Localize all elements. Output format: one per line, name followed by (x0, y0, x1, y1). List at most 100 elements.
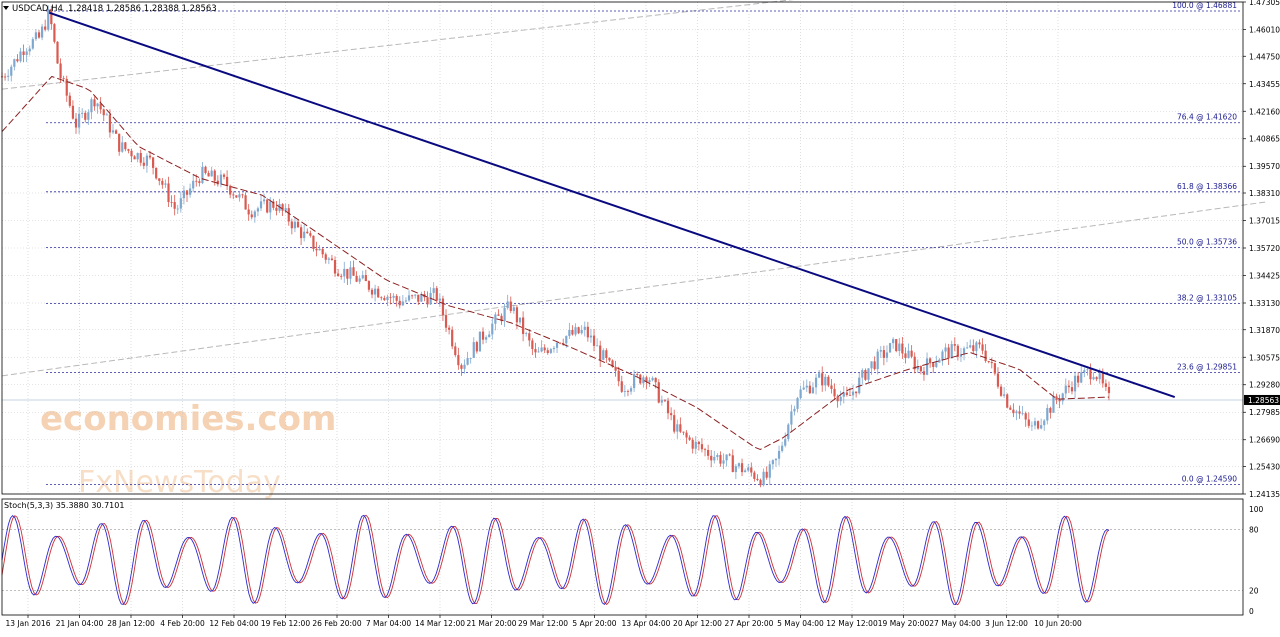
fibonacci-layer: 100.0 @ 1.46881 76.4 @ 1.41620 61.8 @ 1.38… (2, 1, 1243, 485)
candle-bear (235, 195, 238, 198)
candle-bear (185, 190, 189, 195)
candle-bull (565, 335, 568, 344)
candle-bull (1061, 393, 1064, 402)
candle-bear (919, 366, 922, 372)
candle-bear (71, 105, 75, 119)
stoch-label: Stoch(5,3,3) 35.3880 30.7101 (4, 501, 124, 510)
trendline-layer (48, 11, 1176, 399)
candle-bull (583, 326, 586, 330)
candle-bull (188, 188, 192, 195)
candle-bear (645, 377, 648, 383)
price-panel-frame (1, 1, 1244, 495)
candle-bull (623, 391, 626, 392)
candle-bear (444, 315, 448, 328)
y-tick-label: 1.31870 (1249, 326, 1280, 335)
candle-bear (663, 400, 667, 402)
candle-bear (68, 95, 71, 106)
candle-bull (1030, 425, 1033, 427)
y-tick-label: 1.42160 (1249, 107, 1280, 116)
candle-bear (922, 371, 926, 375)
candle-bear (728, 454, 731, 456)
dropdown-arrow-icon[interactable] (3, 6, 9, 10)
candle-bear (901, 343, 904, 354)
candle-bull (438, 298, 441, 301)
candle-bear (148, 155, 152, 158)
candle-bear (599, 345, 602, 360)
candle-bear (670, 413, 673, 416)
candle-bull (1098, 373, 1101, 380)
candle-bull (950, 344, 953, 359)
candle-bear (981, 344, 984, 351)
candle-bear (389, 296, 392, 298)
candle-bear (299, 227, 303, 239)
y-tick-label: 1.43455 (1249, 80, 1280, 89)
candle-bear (515, 307, 519, 323)
candle-bear (759, 480, 762, 486)
candle-bear (614, 366, 617, 371)
current-price-box (1244, 394, 1280, 405)
candle-bull (164, 183, 167, 185)
candle-bear (1107, 386, 1111, 394)
candle-bull (404, 300, 408, 302)
candle-bear (1089, 369, 1092, 380)
candle-bull (796, 398, 799, 409)
candle-bear (127, 149, 130, 151)
candle-bear (833, 388, 836, 397)
channel-line (1, 201, 1268, 377)
candle-bull (503, 308, 506, 322)
candle-bear (707, 449, 710, 456)
candle-bull (1052, 396, 1055, 413)
x-tick-label: 21 Mar 20:00 (466, 619, 516, 628)
candle-bull (1073, 375, 1077, 392)
candle-bear (522, 317, 525, 334)
candle-bull (256, 208, 260, 212)
candle-bull (713, 457, 716, 461)
candle-bear (765, 471, 768, 478)
candle-bear (352, 267, 355, 276)
candle-bear (151, 157, 155, 168)
candle-bull (858, 377, 861, 394)
candle-bear (999, 386, 1003, 396)
candle-bear (398, 300, 401, 306)
candle-bull (469, 358, 472, 359)
candle-bear (740, 463, 744, 473)
candle-bear (700, 444, 704, 450)
candle-bull (596, 345, 599, 347)
candle-bull (1021, 413, 1024, 415)
candle-bear (395, 295, 398, 301)
candle-bull (774, 458, 778, 461)
candle-bull (651, 377, 654, 381)
candle-bear (364, 275, 367, 282)
candle-bear (451, 329, 454, 347)
watermark-fxnewstoday: FxNewsToday (78, 465, 281, 500)
fib-level-label: 23.6 @ 1.29851 (1177, 363, 1237, 372)
stoch-tick-label: 80 (1249, 525, 1259, 534)
candle-bear (592, 335, 596, 346)
x-tick-label: 19 Feb 12:00 (261, 619, 310, 628)
stoch-tick-label: 20 (1249, 587, 1259, 596)
x-tick-label: 5 May 04:00 (777, 619, 824, 628)
candle-bull (407, 295, 411, 301)
candle-bear (608, 357, 611, 361)
x-tick-label: 13 Jan 2016 (6, 619, 51, 628)
x-tick-label: 19 May 20:00 (878, 619, 930, 628)
candle-bull (269, 201, 272, 213)
candle-bear (275, 207, 278, 211)
candle-bull (1040, 425, 1043, 429)
candle-bull (13, 59, 16, 67)
candle-bear (1077, 375, 1080, 383)
candle-bull (725, 454, 728, 461)
candle-bear (170, 202, 173, 203)
candle-bear (947, 347, 950, 359)
y-tick-label: 1.33130 (1249, 299, 1280, 308)
candle-bull (941, 351, 944, 360)
candle-bear (207, 172, 210, 177)
candle-bull (485, 337, 488, 340)
y-tick-label: 1.30575 (1249, 353, 1280, 362)
candle-bear (657, 382, 660, 403)
candle-bear (266, 199, 269, 213)
candle-bear (528, 333, 531, 341)
candle-bear (1095, 377, 1098, 380)
candle-bull (602, 350, 605, 360)
